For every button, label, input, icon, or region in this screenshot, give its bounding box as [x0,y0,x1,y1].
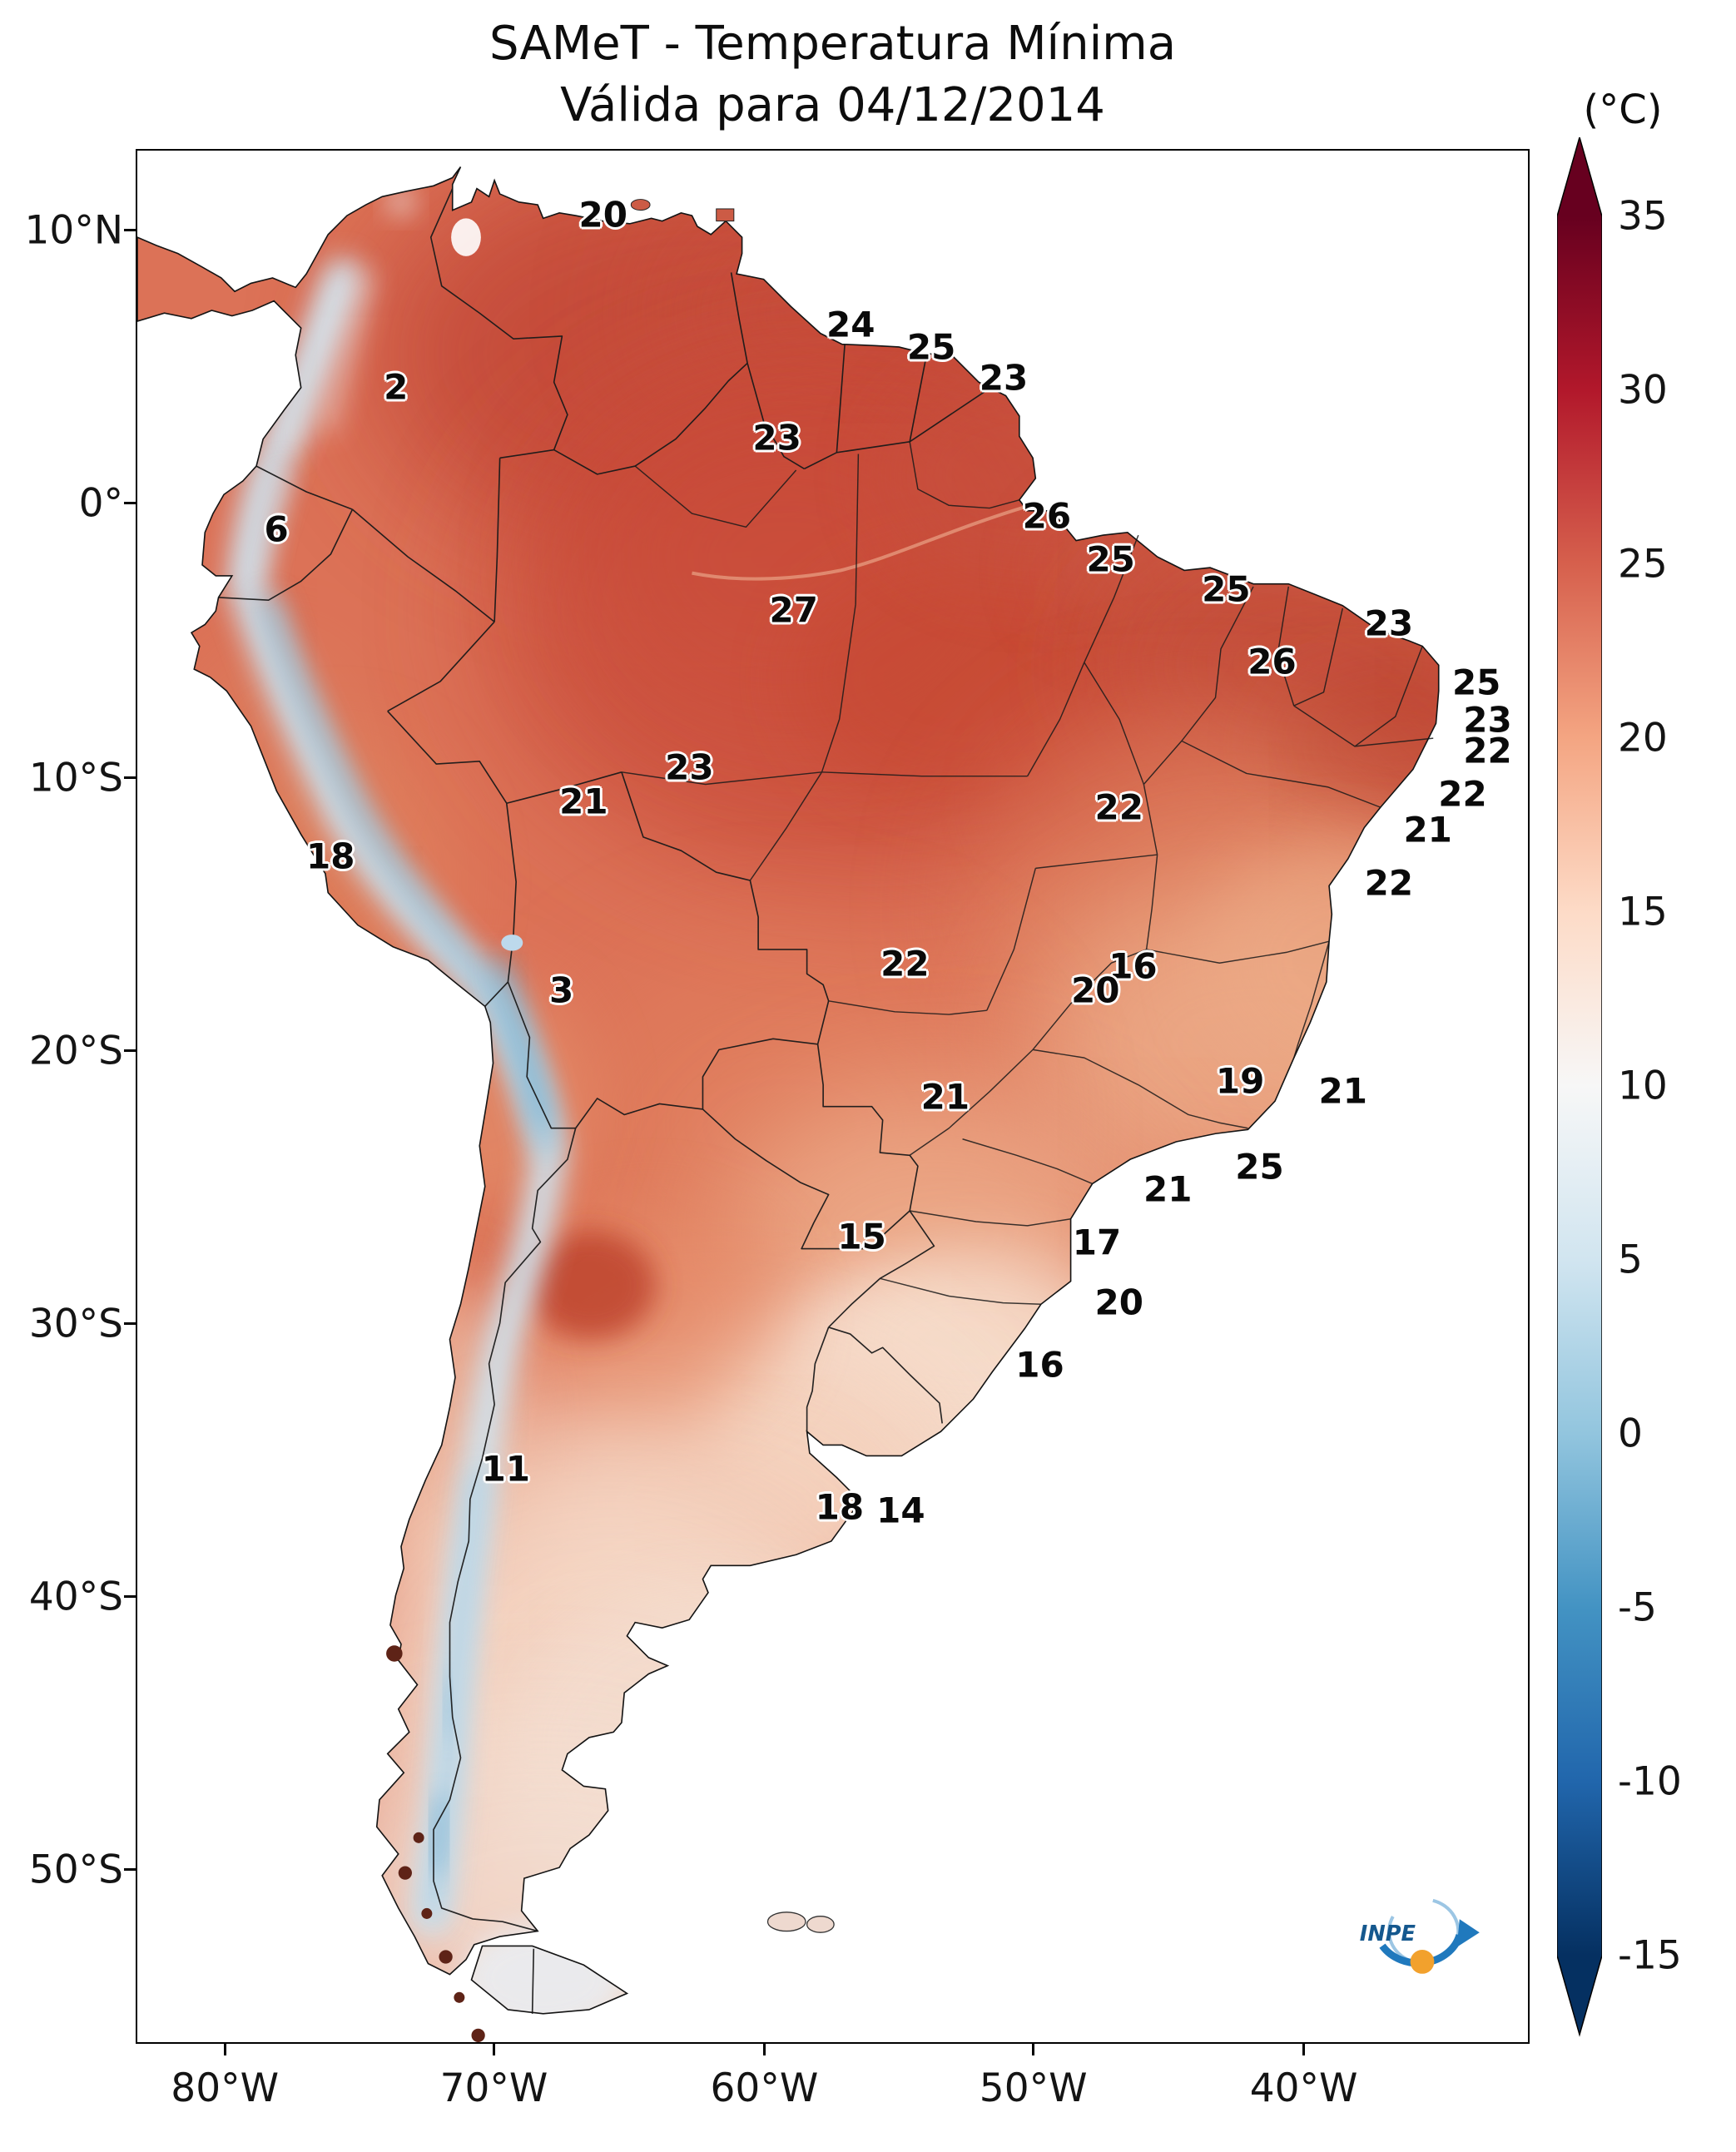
temperature-label: 11 [481,1448,531,1490]
title-line-1: SAMeT - Temperatura Mínima [489,17,1177,71]
lat-tick-label: 0° [78,480,123,527]
colorbar-tick-label: 15 [1618,889,1668,935]
temperature-labels-layer: 20 24 25 23 2 23 26 25 6 25 23 27 26 25 23 22 23 21 22 22 21… [137,151,1528,2042]
temperature-label: 25 [1202,568,1251,610]
temperature-label: 22 [1364,862,1414,904]
temperature-label: 15 [837,1216,886,1257]
lat-tick-mark [124,502,136,505]
sierra-nevada-snow [389,191,412,213]
temperature-label: 14 [876,1490,925,1531]
temperature-label: 20 [1094,1282,1143,1323]
lon-tick-mark [492,2044,495,2055]
state-borders [621,441,1434,1305]
temperature-label: 27 [769,589,818,631]
colorbar-gradient-body [1557,216,1602,1956]
falkland-islands [766,1912,806,1932]
lon-tick-mark [1032,2044,1035,2055]
colorbar-tick-label: 35 [1618,193,1668,240]
temperature-label: 21 [920,1076,970,1117]
temperature-label: 24 [826,304,875,345]
temperature-label: 21 [1318,1070,1367,1112]
temperature-label: 23 [1364,602,1414,644]
lake-titicaca [501,935,523,951]
south-america-map [137,166,1440,2042]
temperature-label: 21 [1143,1168,1193,1210]
colorbar-tick-label: 0 [1618,1411,1643,1457]
logo-sun-icon [1410,1950,1435,1974]
colorbar-tick-label: 20 [1618,715,1668,761]
temperature-label: 20 [1071,969,1120,1011]
temperature-label: 16 [1015,1344,1064,1386]
temperature-label: 20 [578,194,628,236]
lat-tick-mark [124,1049,136,1053]
title-line-2: Válida para 04/12/2014 [560,77,1105,132]
lon-tick-mark [223,2044,226,2055]
temperature-label: 16 [1109,945,1158,987]
temperature-label: 3 [549,969,574,1011]
lon-tick-mark [1302,2044,1306,2055]
lon-tick-label: 60°W [710,2065,819,2111]
temperature-label: 25 [1235,1146,1284,1188]
temperature-label: 18 [306,836,355,877]
temperature-label: 21 [559,781,608,822]
lon-tick-mark [762,2044,766,2055]
temperature-label: 26 [1247,641,1297,682]
inpe-logo: INPE [1352,1863,1493,1996]
colorbar-extend-below [1557,1956,1602,2035]
colorbar-tick-label: 30 [1618,367,1668,414]
lon-tick-label: 80°W [171,2065,280,2111]
lat-tick-mark [124,229,136,232]
colorbar-tick-label: -5 [1618,1584,1657,1631]
lake-maracaibo [451,218,481,256]
map-plot-area: 20 24 25 23 2 23 26 25 6 25 23 27 26 25 23 22 23 21 22 22 21… [136,149,1530,2044]
colorbar-tick-label: -10 [1618,1758,1682,1805]
temperature-label: 22 [880,943,930,984]
lat-tick-label: 40°S [28,1574,123,1620]
colorbar-tick-label: 25 [1618,541,1668,588]
temperature-label: 23 [979,357,1029,399]
temperature-label: 23 [1463,699,1512,741]
colorbar-tick-label: -15 [1618,1932,1682,1979]
lon-tick-label: 40°W [1249,2065,1358,2111]
colorbar-unit-label: (°C) [1583,87,1663,133]
lat-tick-mark [124,1595,136,1599]
country-borders [218,188,988,2014]
amazon-river-trace [692,503,1031,581]
temperature-label: 22 [1094,786,1143,828]
logo-arrowhead-icon [1456,1919,1480,1947]
temperature-label: 17 [1072,1222,1122,1263]
lat-tick-label: 50°S [28,1847,123,1893]
lat-tick-mark [124,776,136,780]
colorbar [1557,137,1602,2037]
lon-tick-label: 50°W [979,2065,1088,2111]
islands [386,199,835,2042]
lat-tick-label: 30°S [28,1301,123,1347]
temperature-label: 2 [384,366,409,408]
temperature-label: 25 [1086,538,1135,580]
temperature-label: 22 [1463,730,1512,771]
lat-tick-label: 10°N [24,207,123,254]
temperature-label: 6 [264,508,289,550]
colorbar-tick-label: 5 [1618,1237,1643,1283]
lat-tick-label: 10°S [28,755,123,801]
temperature-label: 25 [1451,662,1501,703]
temperature-label: 19 [1215,1060,1265,1102]
temperature-label: 21 [1403,809,1452,850]
temperature-label: 18 [815,1486,865,1528]
colorbar-tick-label: 10 [1618,1063,1668,1109]
temperature-label: 23 [665,746,714,788]
chilean-archipelago-specks [386,1645,485,2042]
lat-tick-mark [124,1322,136,1326]
lat-tick-mark [124,1868,136,1872]
lat-tick-label: 20°S [28,1028,123,1074]
lon-tick-label: 70°W [439,2065,548,2111]
temperature-label: 25 [906,326,956,368]
logo-text: INPE [1360,1921,1416,1946]
figure-title: SAMeT - Temperatura Mínima Válida para 0… [136,13,1530,136]
temperature-label: 23 [752,417,801,459]
temperature-label: 22 [1438,773,1487,815]
colorbar-outline [1557,137,1602,2037]
colorbar-extend-above [1557,137,1602,216]
temperature-label: 26 [1022,495,1072,537]
